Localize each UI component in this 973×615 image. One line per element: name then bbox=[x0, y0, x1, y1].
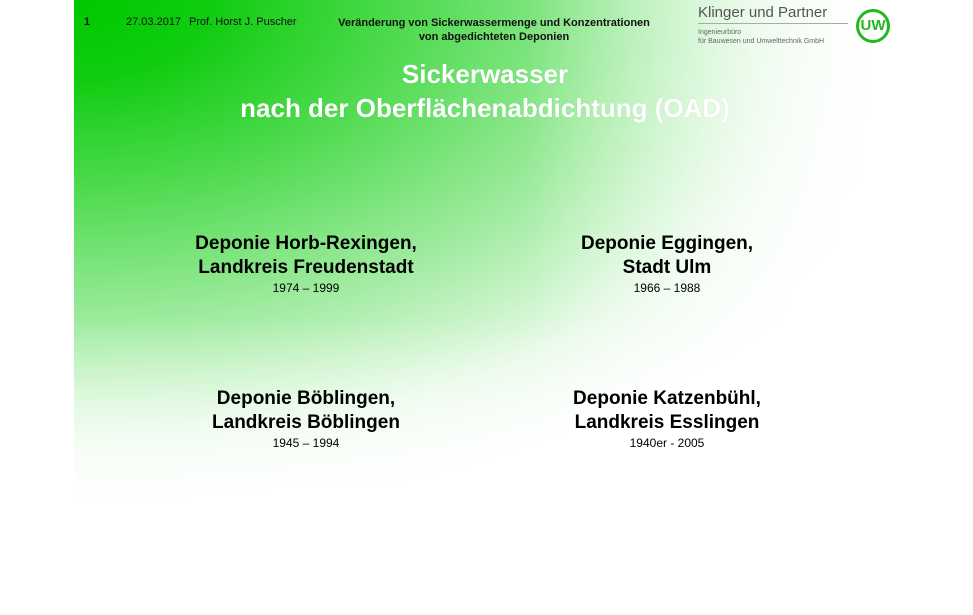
site-district: Stadt Ulm bbox=[622, 257, 712, 278]
site-district: Landkreis Böblingen bbox=[212, 412, 400, 433]
author: Prof. Horst J. Puscher bbox=[189, 16, 297, 28]
site-name: Deponie Böblingen, bbox=[216, 388, 396, 409]
subject-line-2: von abgedichteten Deponien bbox=[418, 31, 570, 43]
site-horb-rexingen: Deponie Horb-Rexingen, Landkreis Freuden… bbox=[156, 232, 456, 296]
company-name: Klinger und Partner bbox=[698, 4, 848, 24]
site-boeblingen: Deponie Böblingen, Landkreis Böblingen 1… bbox=[156, 387, 456, 451]
site-years: 1945 – 1994 bbox=[272, 436, 340, 450]
site-years: 1966 – 1988 bbox=[633, 281, 701, 295]
slide: 1 27.03.2017 Prof. Horst J. Puscher Verä… bbox=[74, 0, 896, 580]
slide-number: 1 bbox=[84, 16, 91, 28]
company-logo: Klinger und Partner Ingenieurbüro für Ba… bbox=[698, 4, 848, 46]
subject-line-1: Veränderung von Sickerwassermenge und Ko… bbox=[338, 17, 650, 29]
uw-logo-icon: UW bbox=[856, 9, 890, 43]
company-line-1: Ingenieurbüro bbox=[698, 29, 742, 36]
site-years: 1940er - 2005 bbox=[629, 436, 705, 450]
site-eggingen: Deponie Eggingen, Stadt Ulm 1966 – 1988 bbox=[517, 232, 817, 296]
company-line-2: für Bauwesen und Umwelttechnik GmbH bbox=[698, 38, 825, 45]
date: 27.03.2017 bbox=[126, 16, 182, 28]
site-name: Deponie Katzenbühl, bbox=[573, 388, 761, 409]
site-district: Landkreis Esslingen bbox=[574, 412, 760, 433]
subject: Veränderung von Sickerwassermenge und Ko… bbox=[314, 16, 674, 44]
title-line-1: Sickerwasser bbox=[401, 59, 569, 89]
title-line-2: nach der Oberflächenabdichtung (OAD) bbox=[240, 93, 730, 123]
site-years: 1974 – 1999 bbox=[272, 281, 340, 295]
site-district: Landkreis Freudenstadt bbox=[198, 257, 414, 278]
site-name: Deponie Horb-Rexingen, bbox=[195, 233, 417, 254]
site-name: Deponie Eggingen, bbox=[580, 233, 754, 254]
site-katzenbuehl: Deponie Katzenbühl, Landkreis Esslingen … bbox=[517, 387, 817, 451]
